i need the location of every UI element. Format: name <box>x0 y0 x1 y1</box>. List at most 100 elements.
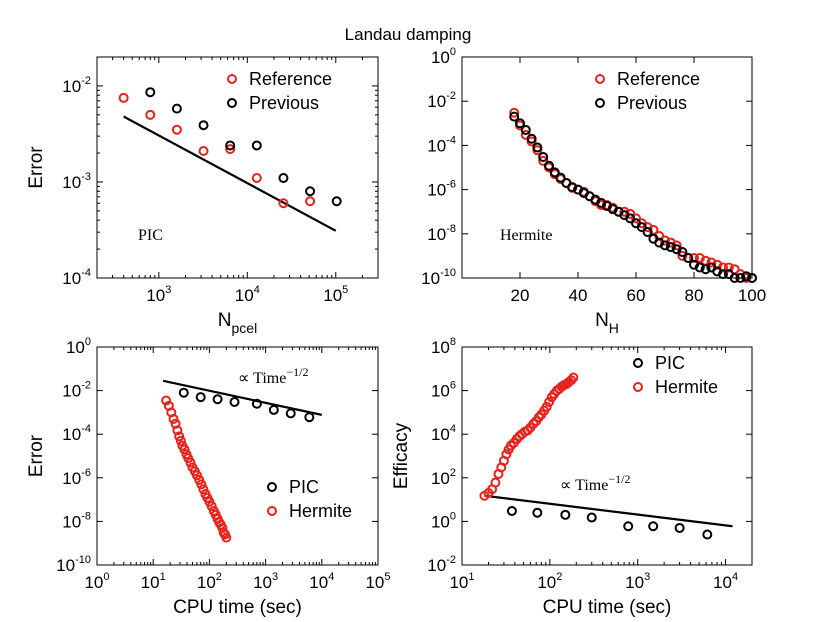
marker-hermite <box>198 484 209 495</box>
series-hermite <box>479 372 579 501</box>
x-tick-label-1: 101 <box>141 571 166 592</box>
marker-previous <box>683 253 694 264</box>
y-tick-label-2: 10-6 <box>62 467 91 488</box>
marker-pic <box>212 394 223 405</box>
y-axis-label: Error <box>26 146 47 189</box>
series-reference <box>509 107 757 283</box>
marker-previous <box>741 271 752 282</box>
marker-hermite <box>185 457 196 468</box>
marker-hermite <box>168 413 179 424</box>
marker-previous <box>278 172 289 183</box>
legend-marker-pic <box>267 482 277 492</box>
y-tick-label-5: 100 <box>66 336 91 357</box>
marker-pic <box>229 396 240 407</box>
marker-pic <box>268 404 279 415</box>
x-axis-label: NH <box>595 310 619 336</box>
marker-previous <box>718 269 728 280</box>
legend-label-reference: Reference <box>249 69 332 89</box>
marker-previous <box>145 87 156 98</box>
marker-hermite <box>568 372 579 383</box>
y-tick-label-5: 108 <box>431 336 456 357</box>
marker-previous <box>198 120 209 131</box>
annotation: ∝ Time−1/2 <box>560 472 630 494</box>
x-tick-label-4: 104 <box>309 571 334 592</box>
x-tick-label-4: 100 <box>738 286 766 305</box>
legend-label-reference: Reference <box>617 69 700 89</box>
marker-previous <box>636 222 647 233</box>
panel-efficacy-vs-cpu-time: 101 102 103 104 10-2 100 102 104 106 108 CPU time … <box>391 336 753 618</box>
marker-hermite <box>172 425 183 436</box>
marker-reference <box>538 155 549 166</box>
y-tick-label-4: 10-2 <box>62 380 91 401</box>
marker-hermite <box>206 501 217 512</box>
x-axis-label: Npcel <box>218 310 257 336</box>
marker-previous <box>677 247 688 258</box>
y-tick-label-1: 10-8 <box>427 223 456 244</box>
marker-pic <box>304 412 315 423</box>
x-tick-label-3: 104 <box>713 571 738 592</box>
marker-hermite <box>501 449 512 460</box>
plot-frame <box>461 56 753 279</box>
marker-reference <box>118 92 129 103</box>
legend-marker-pic <box>633 358 643 368</box>
trend-line <box>123 115 337 232</box>
x-tick-label-0: 101 <box>449 571 474 592</box>
legend-label-previous: Previous <box>249 93 319 113</box>
legend-marker-hermite <box>633 382 643 392</box>
marker-pic <box>623 521 634 532</box>
y-tick-label-3: 10-4 <box>427 134 456 155</box>
panel-error-vs-npcel: 103 104 105 10-4 10-3 10-2 Npcel Error Reference… <box>26 56 379 336</box>
x-axis-label: CPU time (sec) <box>173 597 302 618</box>
marker-reference <box>706 257 717 268</box>
series-previous <box>509 111 757 283</box>
marker-reference <box>171 124 182 135</box>
marker-reference <box>305 196 316 207</box>
marker-pic <box>586 512 597 523</box>
marker-reference <box>278 198 289 209</box>
marker-previous <box>549 167 560 178</box>
y-tick-label-0: 10-4 <box>62 267 91 288</box>
x-tick-label-3: 103 <box>253 571 278 592</box>
marker-previous <box>665 242 676 253</box>
x-tick-label-5: 105 <box>365 571 390 592</box>
figure-title: Landau damping <box>345 25 472 44</box>
y-tick-label-1: 10-3 <box>62 171 91 192</box>
plot-frame <box>461 346 753 566</box>
marker-reference <box>145 109 156 120</box>
y-tick-label-3: 10-4 <box>62 423 91 444</box>
marker-hermite <box>533 412 544 423</box>
panel-error-vs-nh: 20 40 60 80 100 10-10 10-8 10-6 10-4 10-2 100 NH Ref… <box>421 46 766 336</box>
y-tick-label-0: 10-2 <box>427 554 456 575</box>
marker-previous <box>538 151 549 162</box>
legend-marker-reference <box>595 74 605 84</box>
x-tick-label-0: 100 <box>84 571 109 592</box>
marker-pic <box>702 529 713 540</box>
marker-reference <box>251 172 262 183</box>
plot-frame <box>96 56 379 279</box>
marker-previous <box>331 196 342 207</box>
y-tick-label-5: 100 <box>431 46 456 67</box>
marker-reference <box>660 235 670 246</box>
marker-hermite <box>544 396 555 407</box>
marker-pic <box>285 408 296 419</box>
marker-reference <box>225 144 236 155</box>
series-hermite <box>161 395 232 543</box>
series-pic <box>506 505 713 540</box>
marker-hermite <box>174 431 185 442</box>
marker-previous <box>515 118 525 129</box>
marker-previous <box>520 124 531 135</box>
y-tick-label-2: 102 <box>431 467 456 488</box>
marker-previous <box>660 240 670 251</box>
y-tick-label-1: 100 <box>431 510 456 531</box>
marker-previous <box>747 273 757 283</box>
marker-previous <box>171 103 182 114</box>
x-tick-label-0: 103 <box>146 284 171 305</box>
marker-previous <box>700 264 711 275</box>
marker-hermite <box>221 532 232 543</box>
x-tick-label-0: 20 <box>511 286 530 305</box>
marker-reference <box>671 240 682 251</box>
y-tick-label-1: 10-8 <box>62 510 91 531</box>
y-tick-label-4: 106 <box>431 380 456 401</box>
y-tick-label-2: 10-6 <box>427 179 456 200</box>
